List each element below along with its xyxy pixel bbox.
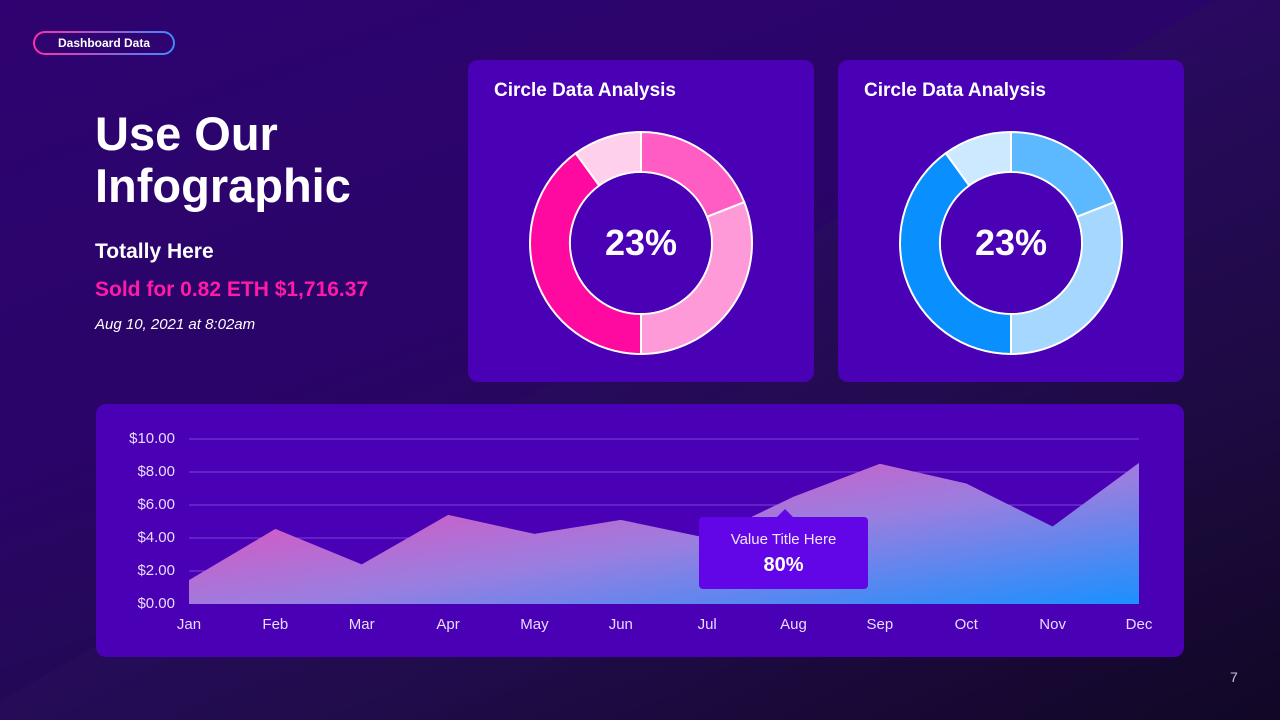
x-tick-label: Dec [1125, 616, 1153, 633]
price-text: Sold for 0.82 ETH $1,716.37 [95, 278, 369, 301]
x-tick-label: Aug [780, 616, 807, 633]
dashboard-tag: Dashboard Data [33, 31, 175, 55]
area-series [189, 462, 1139, 604]
page-title: Use Our Infographic [95, 108, 455, 212]
card-title: Circle Data Analysis [494, 80, 676, 101]
chart-tooltip: Value Title Here 80% [699, 509, 868, 589]
donut-segment [1010, 200, 1123, 356]
subtitle: Totally Here [95, 240, 214, 263]
x-tick-label: Jul [697, 616, 717, 633]
x-tick-label: Jun [608, 616, 633, 633]
y-tick-label: $10.00 [129, 430, 175, 447]
card-title: Circle Data Analysis [864, 80, 1046, 101]
donut-card-blue: Circle Data Analysis 23% [838, 60, 1184, 382]
x-tick-label: Feb [262, 616, 289, 633]
page-number: 7 [1230, 669, 1238, 685]
donut-chart-pink [529, 130, 753, 356]
dashboard-tag-label: Dashboard Data [35, 33, 173, 53]
x-tick-label: Mar [348, 616, 375, 633]
y-tick-label: $6.00 [137, 496, 175, 513]
donut-chart-blue [899, 130, 1123, 356]
donut-segment [944, 130, 1012, 187]
donut-segment [529, 151, 642, 356]
donut-center-label: 23% [604, 222, 678, 263]
donut-segment [574, 130, 642, 187]
title-line-2: Infographic [95, 159, 351, 212]
x-tick-label: May [520, 616, 549, 633]
donut-segment [640, 200, 753, 356]
date-text: Aug 10, 2021 at 8:02am [95, 316, 256, 333]
x-tick-label: Apr [436, 616, 460, 633]
y-tick-label: $2.00 [137, 562, 175, 579]
y-tick-label: $4.00 [137, 529, 175, 546]
donut-center-label: 23% [974, 222, 1048, 263]
x-tick-label: Sep [866, 616, 894, 633]
x-tick-label: Jan [176, 616, 202, 633]
donut-card-pink: Circle Data Analysis 23% [468, 60, 814, 382]
tooltip-value: 80% [763, 554, 804, 576]
x-tick-label: Nov [1039, 616, 1066, 633]
title-line-1: Use Our [95, 107, 278, 160]
tooltip-title: Value Title Here [730, 531, 837, 548]
y-tick-label: $8.00 [137, 463, 175, 480]
donut-segment [899, 151, 1012, 356]
x-tick-label: Oct [954, 616, 978, 633]
y-tick-label: $0.00 [137, 595, 175, 612]
